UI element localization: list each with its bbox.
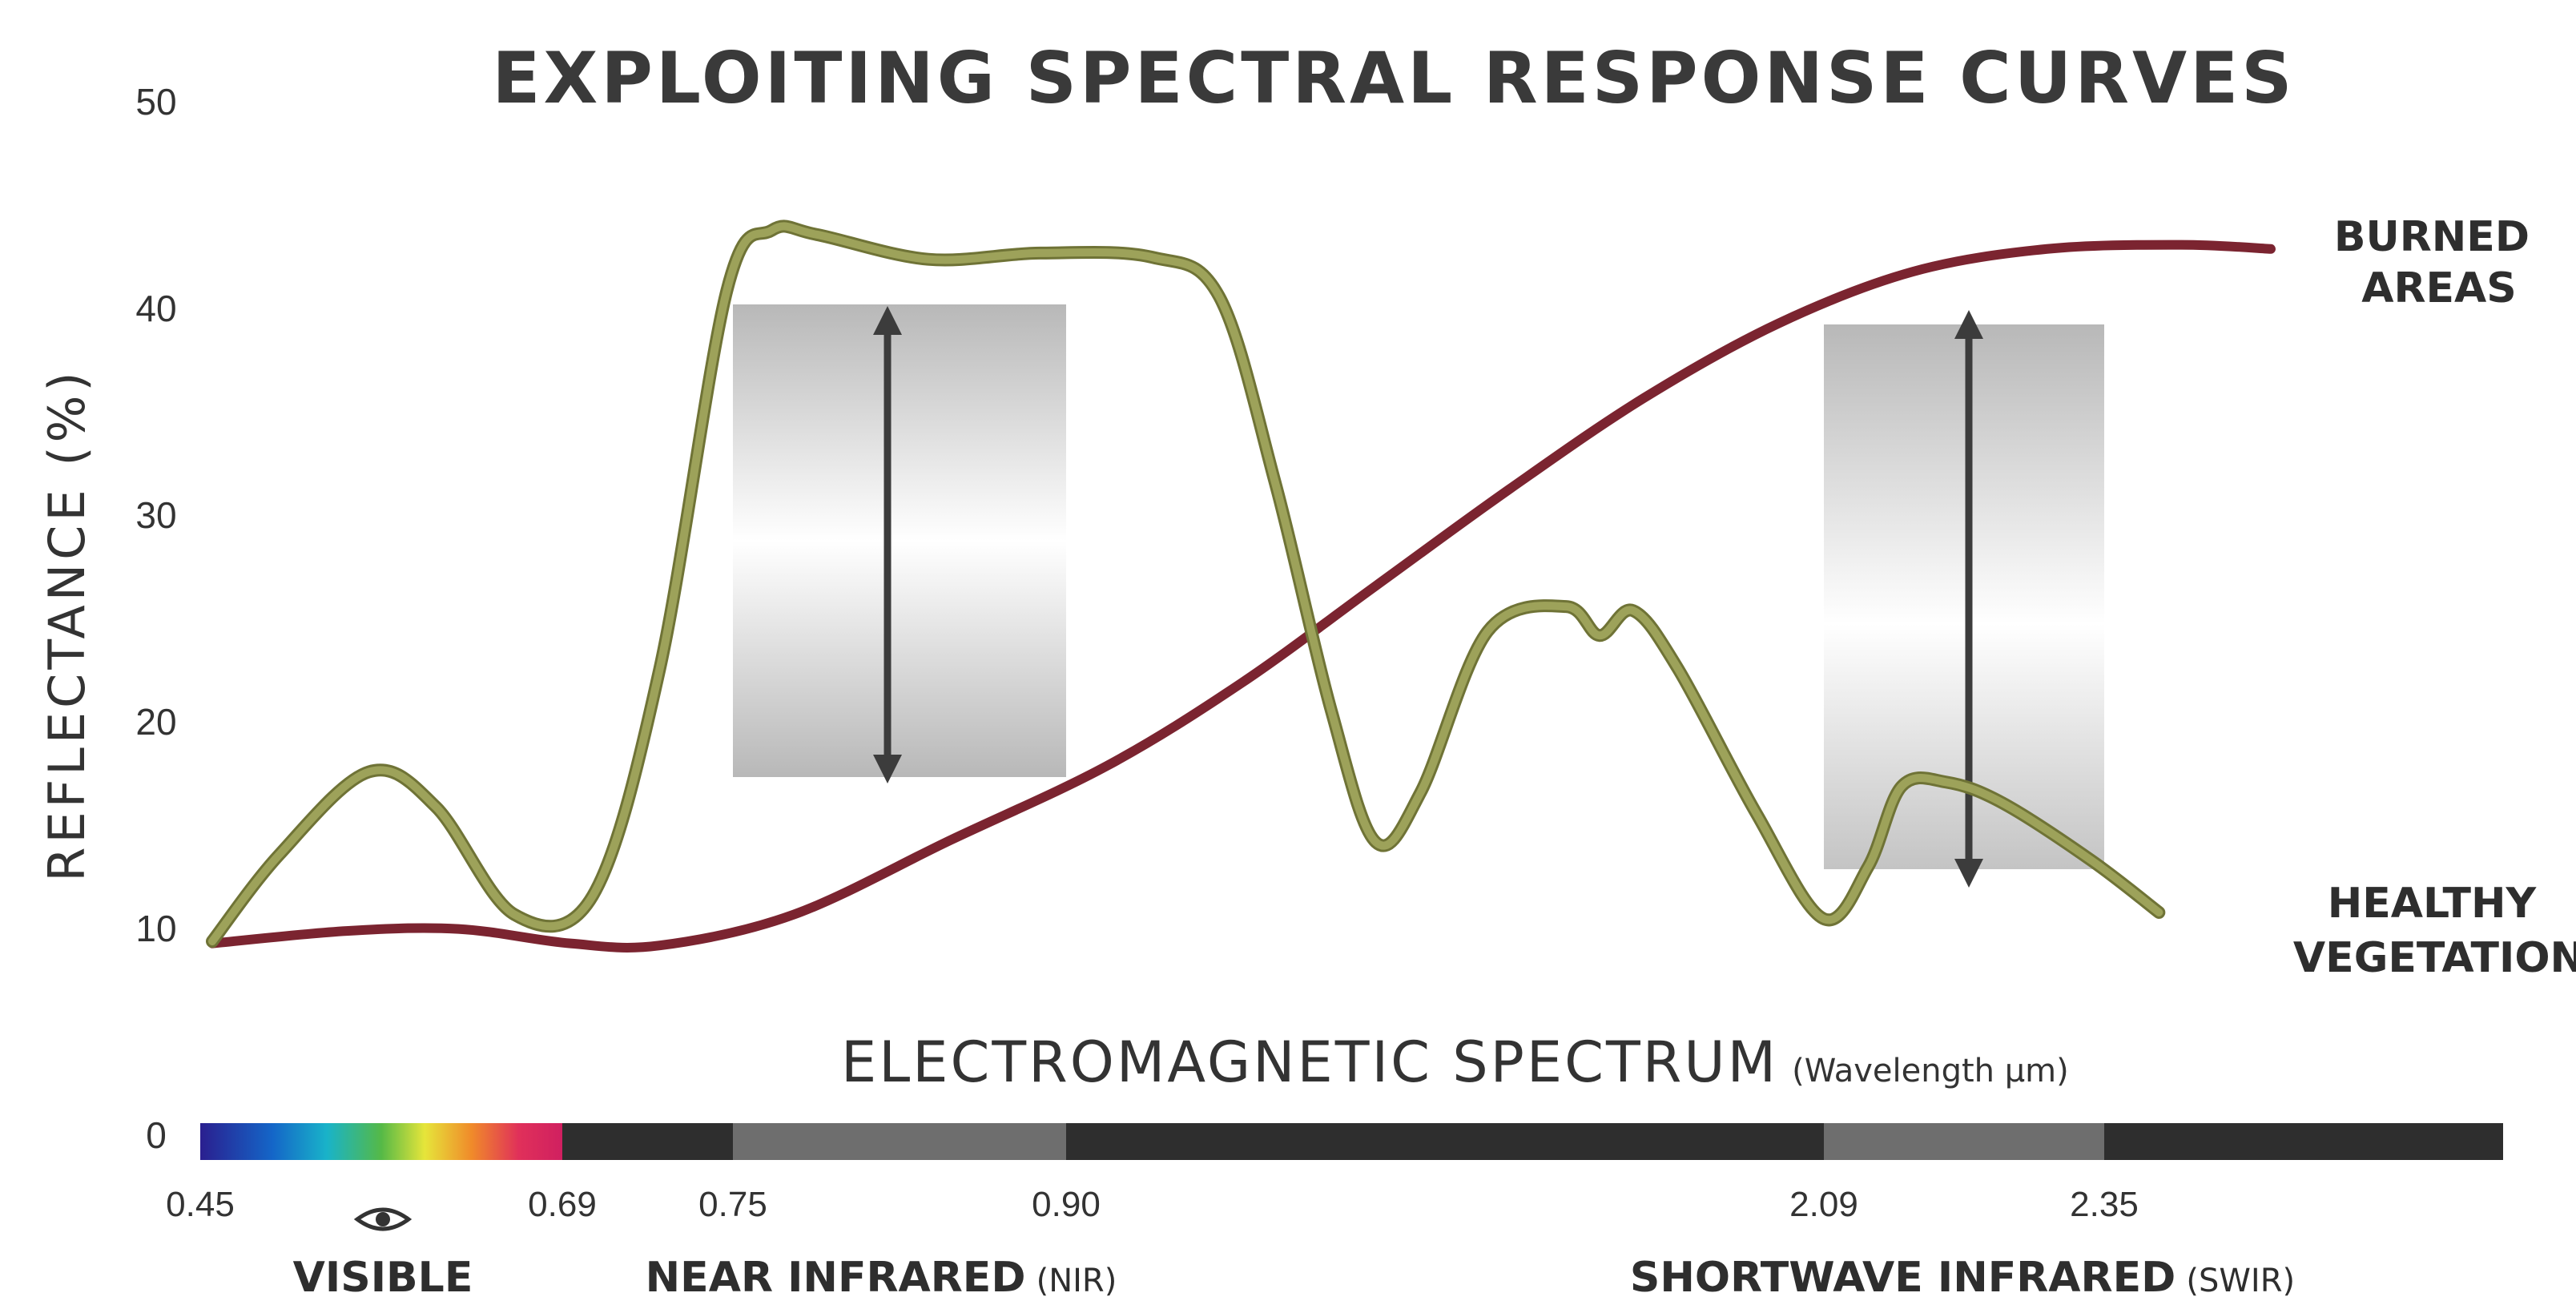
x-tick-label: 2.09 (1789, 1185, 1858, 1224)
nir-glow-band (733, 304, 1066, 777)
y-tick-label: 50 (135, 81, 176, 123)
y-axis-title: REFLECTANCE (%) (38, 368, 96, 881)
x-tick-label: 0.45 (166, 1185, 235, 1224)
x-tick-label: 0.69 (528, 1185, 597, 1224)
x-tick-label: 0.90 (1032, 1185, 1101, 1224)
swir-bar-segment (1824, 1123, 2104, 1160)
y-axis-ticks: 0 10 20 30 40 50 (135, 81, 176, 1156)
nir-bar-segment (733, 1123, 1066, 1160)
healthy-vegetation-label: HEALTHY VEGETATION (2293, 880, 2576, 982)
burned-areas-line (207, 240, 2276, 953)
x-axis-title: ELECTROMAGNETIC SPECTRUM (Wavelength μm) (841, 1029, 2069, 1095)
y-tick-label: 20 (135, 701, 176, 743)
y-tick-label: 10 (135, 908, 176, 949)
visible-band-label: VISIBLE (293, 1254, 473, 1302)
y-tick-label: 40 (135, 288, 176, 329)
visible-spectrum-segment (200, 1123, 562, 1160)
spectrum-bar (200, 1123, 2503, 1160)
eye-icon (353, 1207, 413, 1231)
nir-band-label: NEAR INFRARED (NIR) (646, 1254, 1117, 1302)
x-tick-label: 0.75 (698, 1185, 767, 1224)
y-tick-label: 30 (135, 494, 176, 536)
chart-title: EXPLOITING SPECTRAL RESPONSE CURVES (492, 37, 2295, 119)
y-tick-label: 0 (146, 1114, 167, 1156)
burned-areas-label: BURNED AREAS (2334, 213, 2544, 312)
swir-band-label: SHORTWAVE INFRARED (SWIR) (1630, 1254, 2295, 1302)
x-tick-label: 2.35 (2070, 1185, 2139, 1224)
healthy-vegetation-line (208, 222, 2163, 946)
